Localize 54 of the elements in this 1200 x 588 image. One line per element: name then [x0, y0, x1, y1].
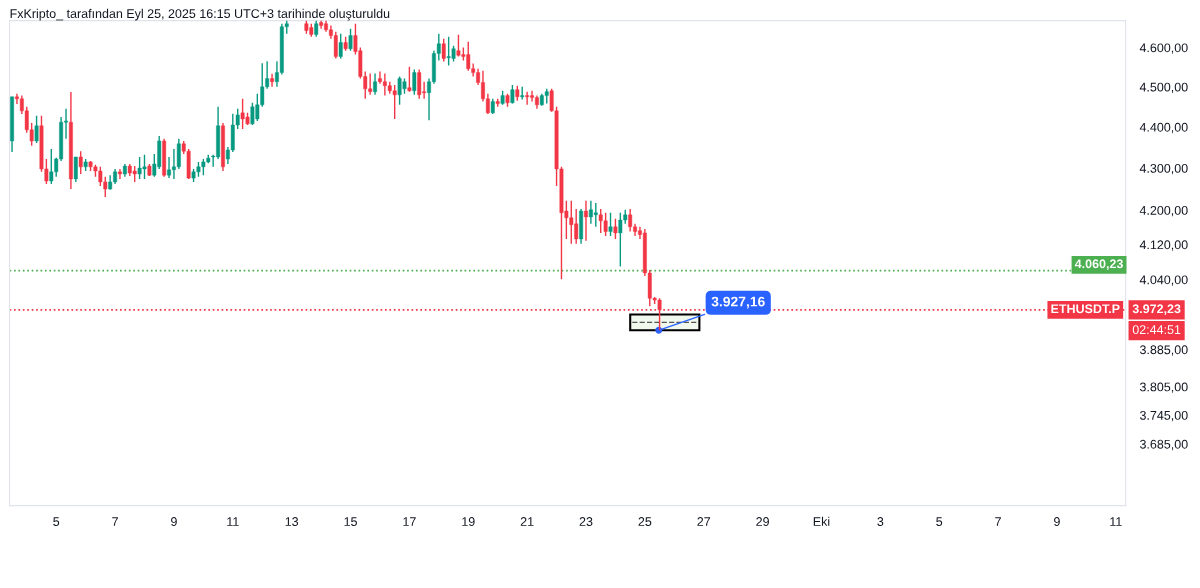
x-tick-label: 5: [53, 517, 60, 526]
x-tick-label: 29: [756, 517, 769, 526]
y-tick-label: 3.685,00: [1139, 439, 1188, 451]
y-tick-label: 3.745,00: [1139, 410, 1188, 422]
candlestick: [73, 156, 78, 183]
x-tick-label: 11: [1110, 517, 1122, 526]
candlestick: [78, 150, 83, 175]
candlestick: [417, 68, 422, 100]
y-tick-label: 4.500,00: [1139, 82, 1188, 93]
candlestick: [348, 27, 353, 52]
ref-line-label: 4.060,23: [1074, 259, 1123, 271]
candlestick: [34, 114, 39, 144]
y-tick-label: 4.400,00: [1139, 122, 1188, 134]
y-tick-label: 4.120,00: [1139, 240, 1188, 251]
y-tick-label: 3.885,00: [1139, 345, 1188, 356]
y-tick-label: 4.300,00: [1139, 163, 1188, 175]
candlestick: [270, 73, 274, 88]
annotation: ETHUSDT.P: [1051, 304, 1120, 314]
candlestick: [613, 218, 618, 240]
x-tick-label: 5: [936, 517, 943, 526]
x-tick-label: 23: [579, 517, 593, 526]
x-tick-label: 21: [520, 517, 534, 526]
chart-title: FxKripto_ tarafından Eyl 25, 2025 16:15 UTC+3 tarihinde oluşturuldu: [10, 8, 390, 21]
candlestick: [338, 32, 343, 60]
ref-line-label: 3.972,23: [1132, 304, 1181, 316]
x-tick-label: 3: [877, 517, 884, 526]
x-tick-label: 27: [697, 517, 711, 526]
candlestick: [628, 208, 633, 233]
annotation: 3.927,16: [711, 296, 765, 309]
y-tick-label: 4.040,00: [1139, 275, 1188, 286]
candlestick: [608, 212, 613, 237]
y-tick-label: 4.600,00: [1139, 43, 1188, 54]
x-tick-label: 9: [171, 517, 177, 526]
x-tick-label: 15: [344, 517, 357, 526]
x-tick-label: 7: [112, 517, 118, 526]
x-tick-label: 11: [227, 517, 239, 526]
x-tick-label: 13: [285, 517, 299, 526]
candlestick: [593, 202, 598, 228]
candlestick: [373, 72, 377, 96]
x-tick-label: Eki: [813, 516, 830, 526]
candlestick: [441, 37, 446, 63]
x-tick-label: 9: [1054, 517, 1060, 526]
y-tick-label: 3.805,00: [1139, 382, 1188, 393]
candlestick: [510, 84, 515, 105]
x-tick-label: 25: [638, 517, 652, 526]
text: 02:44:51: [1132, 325, 1181, 335]
y-tick-label: 4.200,00: [1139, 205, 1188, 217]
candlestick: [412, 68, 417, 96]
x-tick-label: 7: [995, 517, 1001, 526]
candlestick: [584, 200, 588, 242]
x-tick-label: 17: [403, 517, 416, 526]
candlestick: [525, 90, 530, 106]
x-tick-label: 19: [462, 517, 475, 526]
candlestick: [407, 66, 412, 93]
